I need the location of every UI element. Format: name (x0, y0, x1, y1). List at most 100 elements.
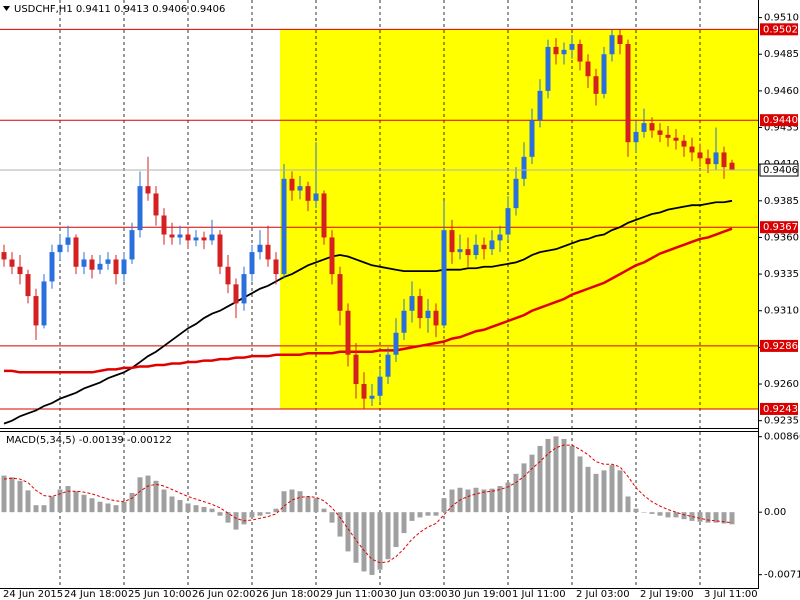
histogram-bar (473, 487, 479, 513)
x-tick-label: 2 Jul 03:00 (576, 589, 630, 600)
histogram-bar (201, 506, 207, 513)
histogram-bar (289, 489, 295, 513)
candle-body (369, 395, 375, 399)
histogram-bar (465, 489, 471, 513)
candle-body (249, 252, 255, 275)
histogram-bar (297, 491, 303, 513)
candle-body (353, 354, 359, 385)
candle-body (625, 43, 631, 143)
y-tick-label: 0.9460 (764, 86, 799, 97)
candle-body (345, 310, 351, 355)
candle-body (705, 158, 711, 165)
candle-body (617, 35, 623, 44)
candle-body (185, 234, 191, 241)
histogram-bar (193, 505, 199, 513)
candle-body (497, 234, 503, 241)
candle-body (145, 186, 151, 194)
histogram-bar (505, 482, 511, 513)
histogram-bar (305, 496, 311, 513)
candle-body (649, 123, 655, 131)
candle-body (337, 274, 343, 311)
histogram-bar (681, 512, 687, 520)
histogram-bar (537, 445, 543, 513)
y-tick-label: -0.00717 (764, 570, 800, 581)
histogram-bar (161, 489, 167, 513)
candle-body (33, 296, 39, 326)
x-tick-label: 24 Jun 2015 (3, 589, 63, 600)
histogram-bar (137, 477, 143, 513)
x-tick-label: 29 Jun 11:00 (320, 589, 384, 600)
candle-body (585, 61, 591, 77)
y-tick-label: 0.9385 (764, 196, 799, 207)
histogram-bar (257, 512, 263, 516)
level-box (760, 23, 798, 36)
candle-body (577, 43, 583, 62)
chart-title: USDCHF,H1 0.9411 0.9413 0.9406 0.9406 (14, 4, 225, 15)
histogram-bar (393, 512, 399, 548)
candle-body (49, 252, 55, 282)
histogram-bar (337, 512, 343, 537)
candle-body (313, 193, 319, 201)
candle-body (465, 249, 471, 256)
y-tick-label: 0.9360 (764, 232, 799, 243)
candle-body (289, 178, 295, 191)
candle-body (121, 259, 127, 275)
histogram-bar (385, 512, 391, 560)
histogram-bar (521, 463, 527, 513)
y-tick-label: 0.9260 (764, 379, 799, 390)
histogram-bar (369, 512, 375, 575)
histogram-bar (657, 512, 663, 516)
histogram-bar (625, 496, 631, 513)
histogram-bar (233, 512, 239, 530)
candle-body (129, 230, 135, 260)
candle-body (713, 152, 719, 165)
histogram-bar (513, 473, 519, 513)
level-label: 0.9502 (763, 24, 798, 35)
histogram-bar (65, 486, 71, 513)
candle-body (513, 178, 519, 209)
level-box (760, 339, 798, 352)
candle-body (9, 259, 15, 267)
y-tick-label: 0.9510 (764, 13, 799, 24)
x-tick-label: 30 Jun 19:00 (448, 589, 512, 600)
histogram-bar (265, 512, 271, 514)
x-tick-label: 2 Jul 19:00 (640, 589, 694, 600)
histogram-bar (25, 490, 31, 513)
candle-body (209, 234, 215, 241)
histogram-bar (249, 512, 255, 518)
candle-body (113, 259, 119, 275)
histogram-bar (601, 470, 607, 513)
histogram-bar (17, 480, 23, 513)
candle-body (473, 244, 479, 256)
candle-body (561, 49, 567, 55)
signal-line (3, 444, 733, 564)
candle-body (257, 244, 263, 253)
candle-body (1, 252, 7, 260)
y-tick-label: 0.9235 (764, 416, 799, 427)
candle-body (521, 156, 527, 179)
candle-body (73, 237, 79, 267)
histogram-bar (153, 480, 159, 513)
main-layer (0, 28, 758, 575)
candle-body (377, 376, 383, 396)
candle-body (449, 230, 455, 253)
candle-body (689, 146, 695, 153)
moving-average (4, 227, 733, 374)
histogram-bar (449, 489, 455, 513)
histogram-bar (361, 512, 367, 572)
histogram-bar (729, 512, 735, 525)
y-tick-label: 0.9485 (764, 49, 799, 60)
candle-body (641, 123, 647, 132)
level-label: 0.9440 (763, 115, 798, 126)
histogram-bar (377, 512, 383, 570)
histogram-bar (665, 512, 671, 518)
candle-body (681, 140, 687, 147)
candle-body (425, 310, 431, 319)
histogram-bar (313, 498, 319, 513)
histogram-bar (281, 491, 287, 513)
candle-body (177, 234, 183, 238)
histogram-bar (441, 498, 447, 513)
candle-body (441, 230, 447, 326)
